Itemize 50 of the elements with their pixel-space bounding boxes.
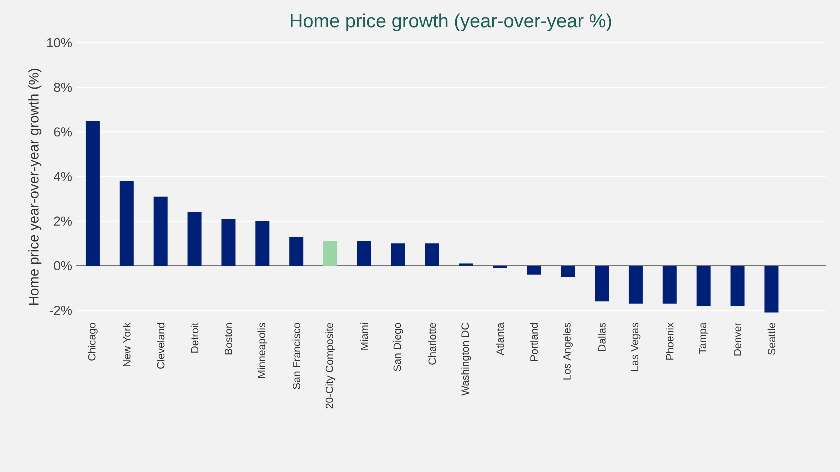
- bar: [391, 244, 406, 266]
- bar: [764, 266, 779, 313]
- bar: [493, 266, 508, 268]
- x-tick-label: San Francisco: [292, 323, 300, 390]
- x-tick-label: Seattle: [768, 323, 776, 355]
- bar: [256, 221, 270, 266]
- bar: [357, 241, 372, 266]
- y-tick-label: 0%: [54, 261, 72, 271]
- x-tick-label: Detroit: [190, 322, 199, 353]
- x-tick-label: Phoenix: [666, 322, 674, 360]
- bar: [86, 121, 100, 266]
- y-tick-label: -2%: [50, 306, 72, 316]
- x-tick-label: San Diego: [394, 323, 404, 372]
- x-tick-label: Atlanta: [496, 322, 504, 356]
- x-tick-label: Charlotte: [428, 323, 436, 365]
- x-tick-label: Los Angeles: [563, 323, 573, 380]
- y-axis-title: Home price year-over-year growth (%): [28, 69, 42, 306]
- bar: [561, 266, 576, 278]
- bar: [222, 219, 236, 266]
- bar: [120, 181, 134, 266]
- bar: [696, 266, 711, 306]
- y-tick-label: 6%: [54, 128, 72, 137]
- bar: [324, 241, 338, 266]
- x-tick-label: Portland: [530, 323, 538, 362]
- bar: [527, 266, 542, 275]
- x-tick-label: Tampa: [699, 322, 709, 354]
- y-tick-label: 4%: [54, 172, 72, 182]
- bar: [154, 196, 168, 266]
- bar: [595, 266, 610, 302]
- bar: [730, 266, 745, 306]
- x-tick-label: Denver: [734, 322, 742, 356]
- bar: [290, 236, 304, 266]
- x-tick-label: 20-City Composite: [326, 323, 336, 409]
- x-tick-label: New York: [123, 322, 131, 366]
- y-tick-label: 8%: [54, 82, 72, 92]
- x-tick-label: Cleveland: [156, 323, 165, 369]
- bar: [188, 212, 202, 266]
- chart-title: Home price growth (year-over-year %): [291, 14, 612, 32]
- x-tick-label: Washington DC: [461, 323, 472, 396]
- x-tick-label: Miami: [360, 323, 368, 350]
- bar: [662, 266, 677, 304]
- x-tick-label: Minneapolis: [258, 323, 268, 378]
- x-tick-label: Chicago: [88, 323, 98, 361]
- y-tick-label: 2%: [54, 216, 72, 226]
- x-tick-label: Dallas: [598, 323, 606, 352]
- x-tick-label: Las Vegas: [631, 323, 641, 371]
- bar: [628, 266, 643, 304]
- y-tick-label: 10%: [47, 38, 72, 48]
- x-tick-label: Boston: [225, 323, 232, 355]
- bar: [425, 244, 440, 266]
